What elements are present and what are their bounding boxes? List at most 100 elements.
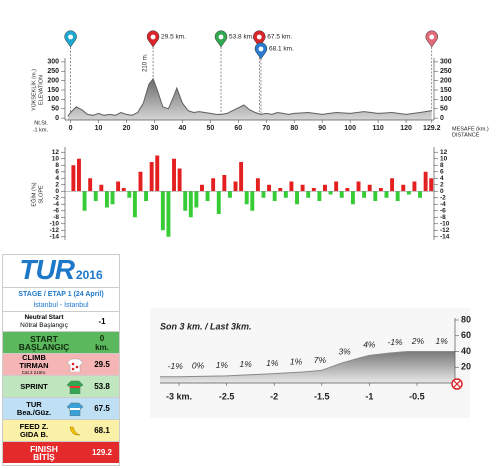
y-tick-label: -2	[440, 194, 446, 201]
slope-bar	[110, 191, 115, 205]
marker-dot	[429, 34, 435, 40]
y-tick-label: 10	[52, 155, 60, 162]
slope-bar	[406, 191, 411, 195]
slope-bar	[423, 171, 428, 192]
logo-text: TUR	[19, 254, 75, 285]
logo: TUR 2016	[3, 255, 119, 287]
y-tick-label: 12	[440, 149, 448, 156]
row-neutral: Neutral Start Nötral Başlangıç -1	[3, 311, 119, 331]
slope-bar	[384, 191, 389, 198]
x-tick-label: 60	[234, 125, 242, 132]
y-tick-label: 50	[440, 106, 448, 113]
logo-year: 2016	[75, 268, 103, 282]
slope-bar	[93, 191, 98, 201]
gradient-label: 4%	[363, 340, 376, 350]
finish-icon-cross	[453, 380, 461, 388]
marker-label: 29.5 km.	[161, 34, 186, 41]
x-tick-label: -1.5	[314, 391, 330, 401]
slope-bar	[138, 171, 143, 192]
y-tick-label: -10	[50, 220, 60, 227]
start-note: Nt.St.	[34, 120, 48, 126]
stage-panel: TUR 2016 STAGE / ETAP 1 (24 April) İstanb…	[2, 254, 120, 466]
row-label2: BAŞLANGIÇ	[18, 341, 70, 352]
y-tick-label: 12	[52, 149, 60, 156]
row-label: Neutral Start	[24, 313, 64, 321]
row-label: FINISH	[30, 443, 58, 454]
x-axis-title: MESAFE (km.)	[452, 126, 489, 132]
slope-bar	[149, 162, 154, 192]
y-tick-label: 40	[461, 346, 471, 356]
slope-bar	[88, 178, 93, 192]
slope-bar	[188, 191, 193, 218]
row-finish: FINISH BİTİŞ 129.2	[3, 441, 119, 463]
slope-bar	[250, 191, 255, 211]
peak-label: 210 m.	[143, 53, 149, 72]
slope-bar	[255, 178, 260, 192]
y-tick-label: -12	[50, 227, 60, 234]
slope-bar	[244, 191, 249, 205]
y-tick-label: 150	[440, 87, 452, 94]
slope-bar	[77, 158, 81, 192]
slope-bar	[323, 184, 327, 192]
slope-bar	[362, 191, 367, 198]
jersey-icon	[67, 402, 83, 416]
slope-bar	[233, 181, 238, 192]
slope-bar	[99, 184, 104, 192]
y-tick-label: 10	[440, 155, 448, 162]
slope-bar	[104, 191, 109, 208]
y-tick-label: 0	[440, 115, 444, 122]
slope-bar	[200, 184, 204, 192]
profile-line	[160, 351, 455, 378]
slope-bar	[222, 175, 227, 192]
x-tick-label: -1	[365, 391, 373, 401]
y-tick-label: -6	[53, 207, 59, 214]
slope-bar	[356, 181, 361, 192]
y-tick-label: 0	[55, 115, 59, 122]
x-tick-label: 0	[69, 125, 73, 132]
gradient-label: -1%	[168, 361, 184, 371]
x-tick-label: 10	[95, 125, 103, 132]
slope-bar	[283, 191, 288, 198]
y-tick-label: 8	[440, 162, 444, 169]
slope-bar	[155, 155, 160, 192]
y-tick-label: -6	[440, 207, 446, 214]
y-tick-label: 6	[440, 168, 444, 175]
y-tick-label: 200	[440, 77, 452, 84]
row-value: 53.8	[94, 382, 110, 391]
slope-bar	[378, 188, 383, 192]
x-tick-label: 110	[372, 125, 383, 132]
row-label: CLIMB	[22, 353, 46, 362]
slope-bar	[278, 188, 283, 192]
slope-bar	[116, 181, 121, 192]
y-axis-title: YÜKSEKLİK (m.)	[30, 69, 37, 111]
slope-bar	[205, 191, 210, 201]
gradient-label: 1%	[239, 359, 252, 369]
y-tick-label: 50	[51, 106, 59, 113]
y-tick-label: 0	[440, 188, 444, 195]
x-tick-label: -3 km.	[166, 391, 192, 401]
y-tick-label: 8	[55, 162, 59, 169]
slope-bar	[227, 191, 232, 198]
x-tick-label: -2.5	[219, 391, 235, 401]
y-tick-label: 20	[461, 362, 471, 372]
slope-bar	[401, 184, 406, 192]
gradient-label: 2%	[411, 336, 425, 346]
y-tick-label: 2	[55, 181, 59, 188]
y-tick-label: -8	[53, 214, 59, 221]
x-tick-label: 70	[262, 125, 270, 132]
gradient-label: 1%	[266, 358, 279, 368]
slope-bar	[429, 178, 434, 192]
slope-bar	[166, 191, 171, 237]
slope-bar	[418, 191, 422, 198]
row-value: -1	[98, 317, 106, 326]
row-value: 0	[99, 333, 105, 343]
slope-bar	[295, 191, 299, 205]
row-value: 67.5	[94, 404, 110, 413]
y-tick-label: -8	[440, 214, 446, 221]
y-tick-label: 100	[440, 96, 452, 103]
slope-bar	[172, 158, 176, 192]
slope-bar	[412, 181, 417, 192]
y-tick-label: 250	[440, 68, 452, 75]
row-label2: TIRMAN	[19, 361, 49, 370]
